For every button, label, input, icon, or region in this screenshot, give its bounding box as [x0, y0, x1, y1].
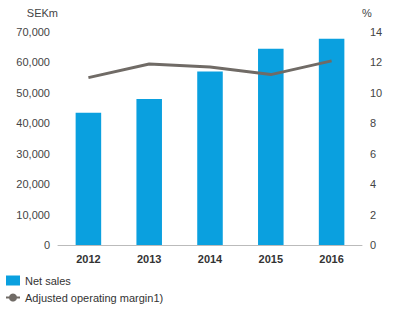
svg-text:2015: 2015: [259, 253, 283, 265]
svg-text:Net sales: Net sales: [25, 275, 71, 287]
svg-text:Adjusted operating margin1): Adjusted operating margin1): [25, 292, 163, 304]
svg-text:6: 6: [370, 148, 376, 160]
svg-text:2013: 2013: [137, 253, 161, 265]
svg-text:2016: 2016: [319, 253, 343, 265]
svg-text:%: %: [362, 7, 372, 19]
svg-text:12: 12: [370, 56, 382, 68]
svg-text:60,000: 60,000: [16, 56, 50, 68]
svg-text:50,000: 50,000: [16, 87, 50, 99]
svg-text:4: 4: [370, 178, 376, 190]
svg-text:2014: 2014: [198, 253, 223, 265]
svg-text:30,000: 30,000: [16, 148, 50, 160]
svg-text:0: 0: [370, 239, 376, 251]
svg-text:2: 2: [370, 209, 376, 221]
svg-text:8: 8: [370, 117, 376, 129]
svg-text:40,000: 40,000: [16, 117, 50, 129]
svg-text:SEKm: SEKm: [27, 7, 58, 19]
svg-text:10,000: 10,000: [16, 209, 50, 221]
svg-text:14: 14: [370, 26, 382, 38]
svg-text:20,000: 20,000: [16, 178, 50, 190]
svg-text:0: 0: [44, 239, 50, 251]
svg-text:10: 10: [370, 87, 382, 99]
svg-text:2012: 2012: [76, 253, 100, 265]
svg-text:70,000: 70,000: [16, 26, 50, 38]
